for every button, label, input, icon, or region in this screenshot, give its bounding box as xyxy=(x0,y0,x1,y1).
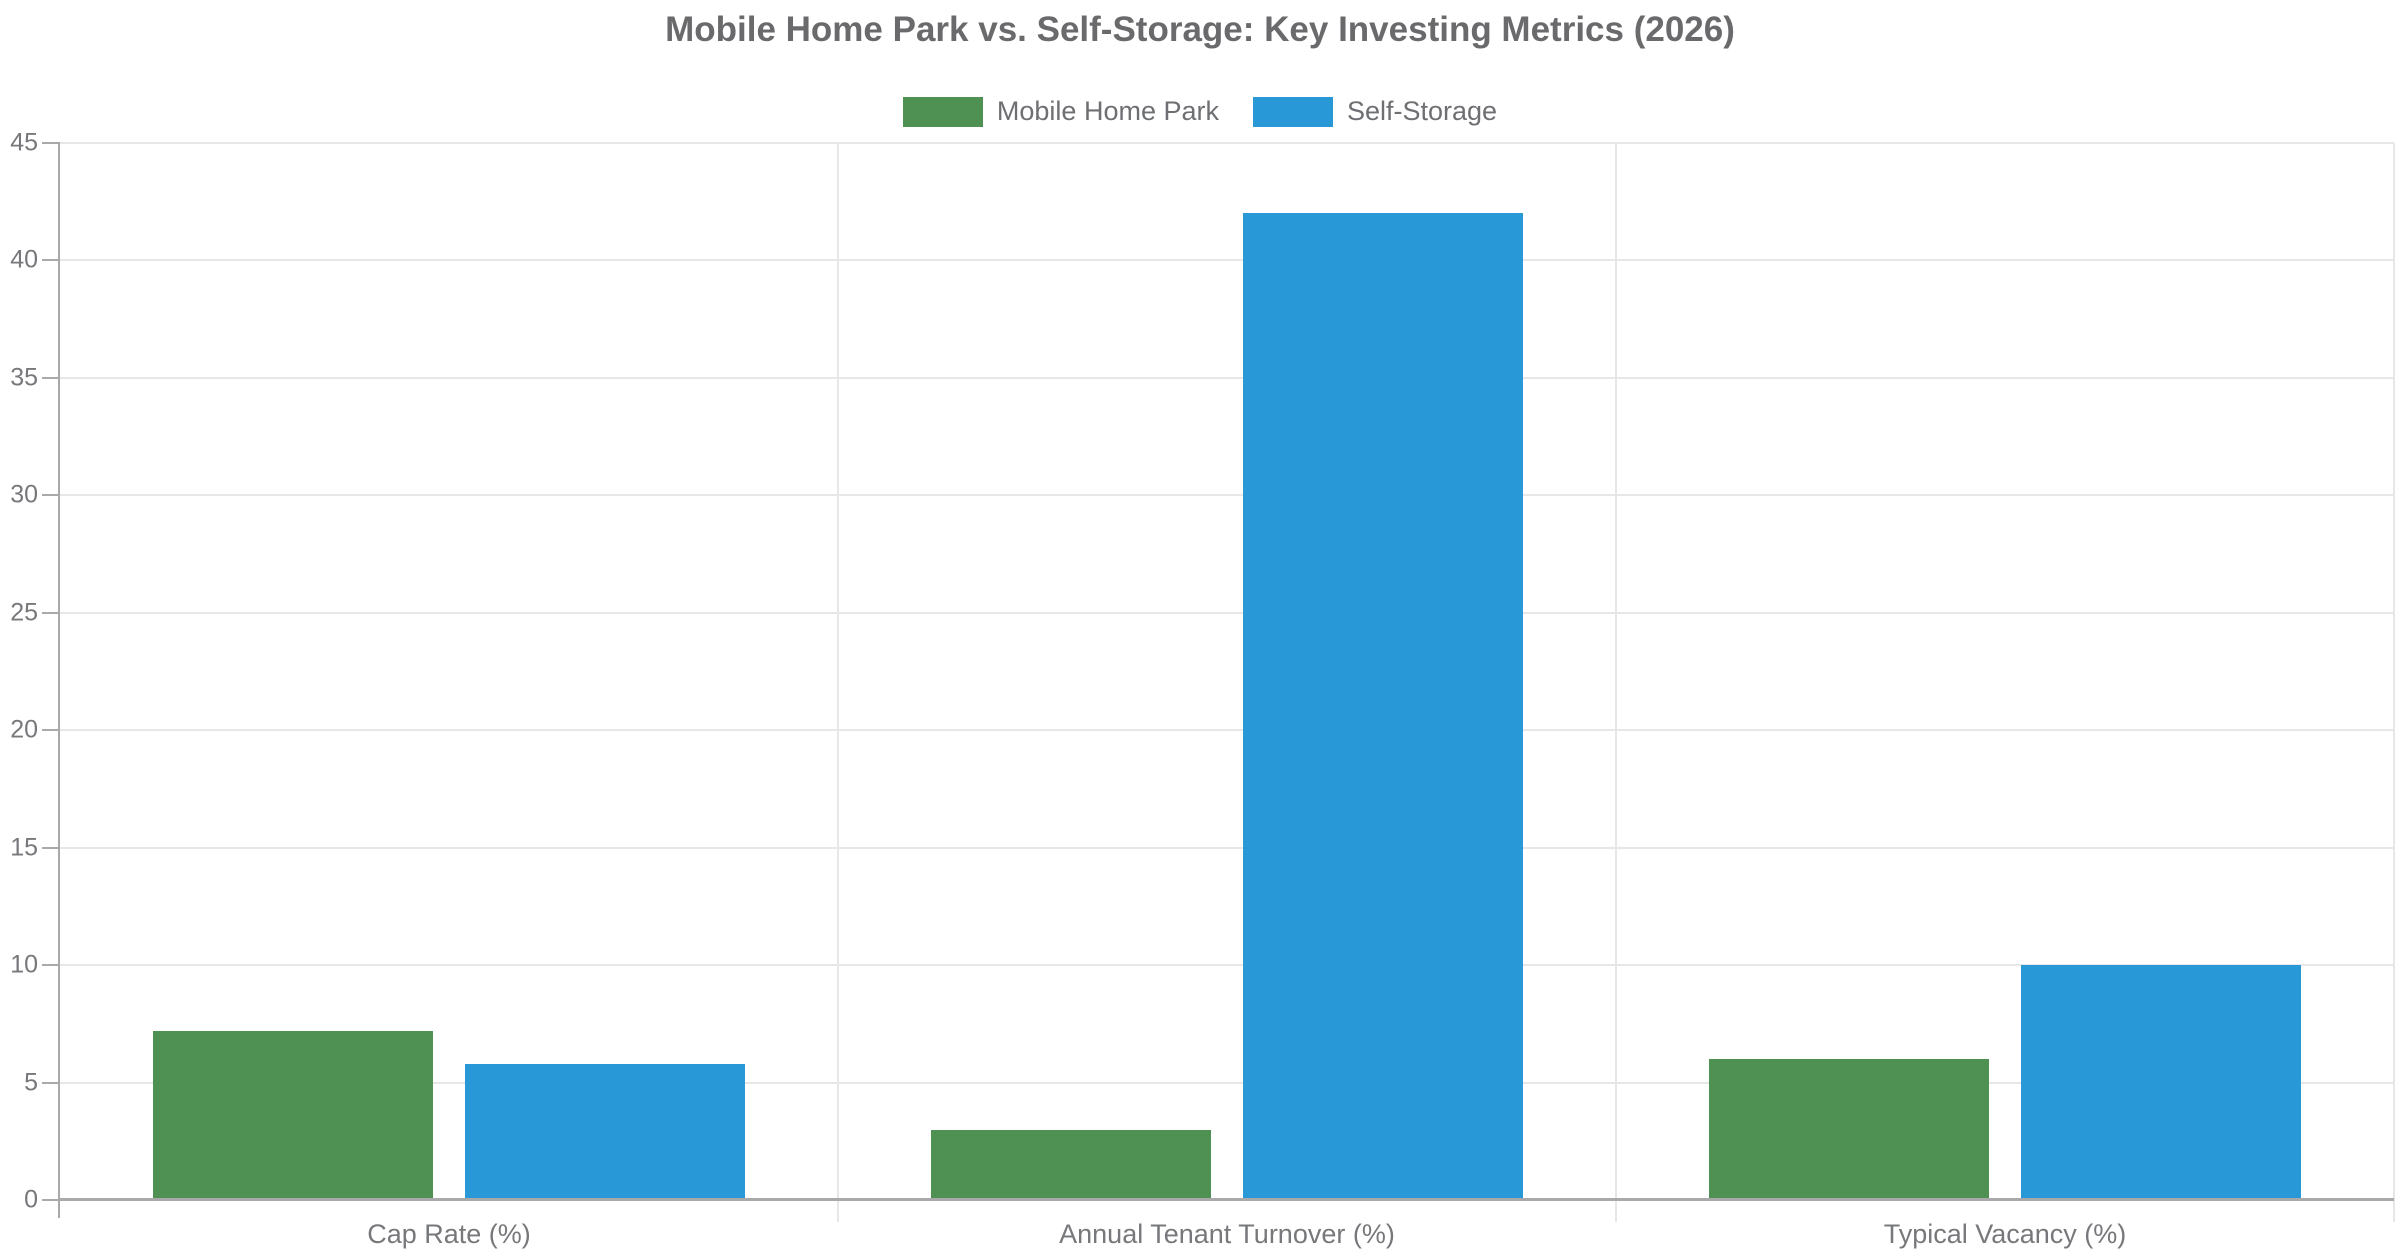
legend-item-mobile-home-park: Mobile Home Park xyxy=(902,96,1219,127)
bar-group xyxy=(60,143,838,1200)
gridline xyxy=(60,142,2394,144)
x-category-label-typical-vacancy: Typical Vacancy (%) xyxy=(1883,1219,2127,1249)
legend-label-self-storage: Self-Storage xyxy=(1346,96,1498,126)
y-tick-mark xyxy=(42,729,60,732)
y-tick-mark xyxy=(42,1199,60,1201)
y-tick-mark xyxy=(42,376,60,379)
y-tick-label: 25 xyxy=(10,598,38,627)
bar-group xyxy=(1616,143,2394,1200)
gridline xyxy=(60,494,2394,497)
gridline xyxy=(60,1081,2394,1084)
y-tick-label: 15 xyxy=(10,833,38,862)
bar-self-storage xyxy=(2020,965,2301,1200)
bar-group xyxy=(838,143,1616,1200)
bar-self-storage xyxy=(1242,213,1523,1200)
legend-label-mobile-home-park: Mobile Home Park xyxy=(996,96,1219,126)
y-tick-label: 20 xyxy=(10,715,38,744)
y-axis-line xyxy=(58,143,60,1218)
chart-legend: Mobile Home Park Self-Storage xyxy=(0,96,2400,127)
y-tick-label: 30 xyxy=(10,480,38,509)
y-tick-mark xyxy=(42,964,60,967)
y-tick-label: 10 xyxy=(10,950,38,979)
bar-mobile-home-park xyxy=(153,1030,434,1200)
y-axis: 0 5 10 15 20 25 30 35 40 45 xyxy=(0,130,60,1212)
y-tick-mark xyxy=(42,142,60,144)
y-tick-label: 0 xyxy=(24,1185,38,1214)
chart-title: Mobile Home Park vs. Self-Storage: Key I… xyxy=(665,10,1735,49)
category-separator-line xyxy=(1615,143,1617,1222)
gridline xyxy=(60,846,2394,849)
x-category-label-cap-rate: Cap Rate (%) xyxy=(367,1219,531,1249)
gridline xyxy=(60,611,2394,614)
legend-swatch-self-storage xyxy=(1252,96,1333,127)
y-tick-mark xyxy=(42,259,60,262)
gridline xyxy=(60,729,2394,732)
bar-self-storage xyxy=(464,1063,745,1200)
legend-swatch-mobile-home-park xyxy=(902,96,983,127)
bar-mobile-home-park xyxy=(931,1129,1212,1200)
y-tick-label: 40 xyxy=(10,245,38,274)
x-axis-baseline xyxy=(58,1198,2394,1201)
x-category-label-annual-tenant-turnover: Annual Tenant Turnover (%) xyxy=(1059,1219,1395,1249)
gridline xyxy=(60,964,2394,967)
gridline xyxy=(60,376,2394,379)
category-separator-line xyxy=(2393,143,2395,1222)
y-tick-mark xyxy=(42,494,60,497)
gridline xyxy=(60,259,2394,262)
y-tick-mark xyxy=(42,1081,60,1084)
category-separator-line xyxy=(837,143,839,1222)
y-tick-label: 5 xyxy=(24,1068,38,1097)
x-axis-category-labels: Cap Rate (%) Annual Tenant Turnover (%) … xyxy=(60,1218,2394,1250)
y-tick-label: 45 xyxy=(10,128,38,157)
y-tick-mark xyxy=(42,611,60,614)
y-tick-label: 35 xyxy=(10,363,38,392)
bar-mobile-home-park xyxy=(1709,1059,1990,1200)
y-tick-mark xyxy=(42,846,60,849)
legend-item-self-storage: Self-Storage xyxy=(1252,96,1498,127)
plot-area xyxy=(58,142,2395,1222)
